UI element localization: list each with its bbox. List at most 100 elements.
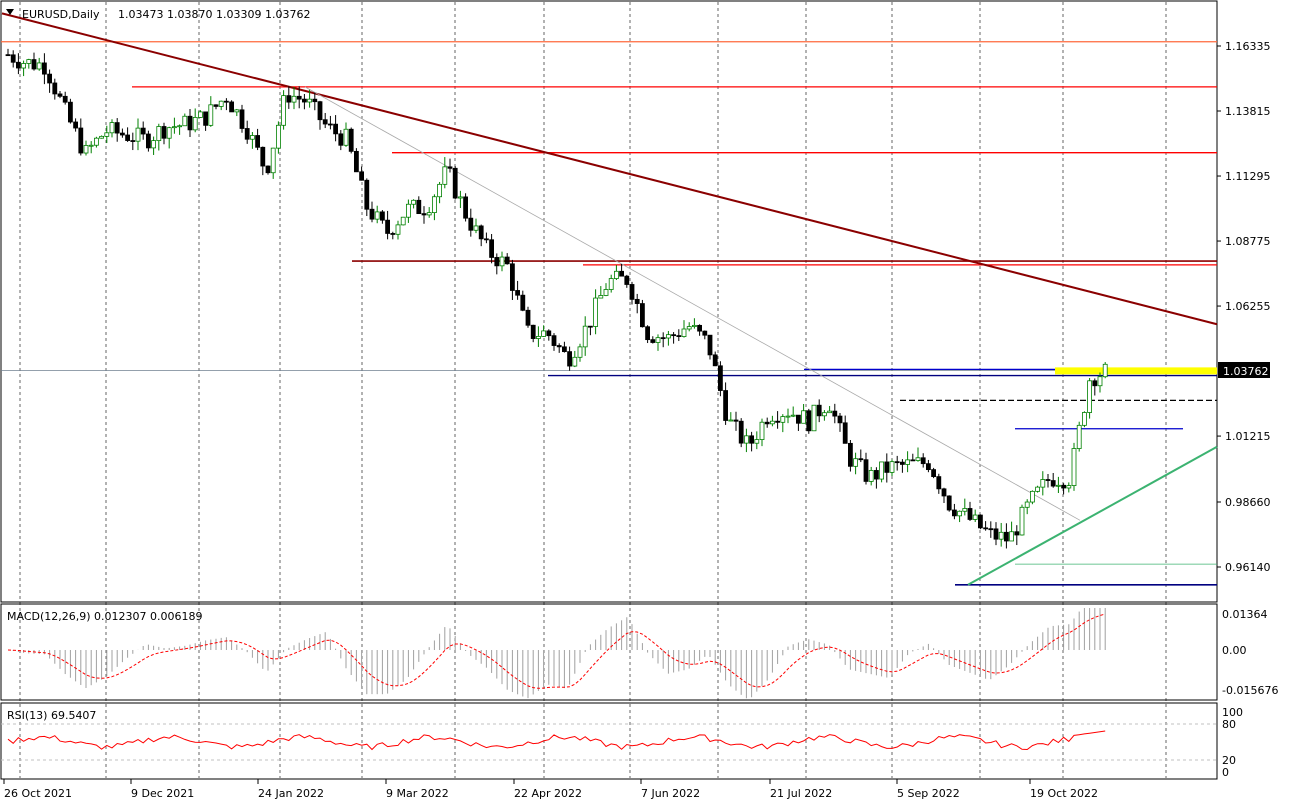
candle-body xyxy=(764,421,770,425)
candle-body xyxy=(265,165,271,174)
candle-body xyxy=(421,213,427,216)
candle-body xyxy=(681,328,687,337)
macd-label: MACD(12,26,9) 0.012307 0.006189 xyxy=(7,610,203,623)
candle-body xyxy=(333,123,339,135)
candlesticks xyxy=(5,48,1108,549)
candle-body xyxy=(811,404,817,432)
candle-body xyxy=(416,199,422,215)
candle-body xyxy=(78,127,84,154)
candle-body xyxy=(463,196,469,219)
candle-body xyxy=(359,171,365,181)
price-pane-frame xyxy=(0,0,1218,603)
candle-body xyxy=(244,128,250,140)
candle-body xyxy=(816,404,822,417)
candle-body xyxy=(520,294,526,311)
candle-body xyxy=(442,166,448,185)
candle-body xyxy=(530,324,536,339)
candle-body xyxy=(780,416,786,423)
candle-body xyxy=(551,335,557,346)
candle-body xyxy=(874,470,879,480)
candle-body xyxy=(390,233,396,235)
dropdown-triangle-icon[interactable] xyxy=(6,9,14,15)
price-tick-label: 1.13815 xyxy=(1225,105,1271,118)
candle-body xyxy=(364,179,370,210)
candle-body xyxy=(1061,484,1066,489)
candle-body xyxy=(863,459,869,482)
candle-body xyxy=(827,410,832,414)
candle-body xyxy=(1045,479,1051,481)
candle-body xyxy=(1050,480,1056,487)
macd-tick-label: -0.015676 xyxy=(1222,684,1278,697)
macd-tick-label: 0.00 xyxy=(1222,644,1247,657)
candle-body xyxy=(671,334,676,337)
candle-body xyxy=(624,275,630,285)
candle-body xyxy=(775,420,780,423)
candle-body xyxy=(1082,412,1087,426)
candle-body xyxy=(733,419,739,422)
candle-body xyxy=(130,140,136,142)
candle-body xyxy=(301,98,307,103)
candle-body xyxy=(666,334,671,339)
candle-body xyxy=(640,303,645,328)
candle-body xyxy=(353,150,359,173)
candle-body xyxy=(182,115,188,127)
candle-body xyxy=(900,461,905,465)
candle-body xyxy=(312,98,318,103)
rsi-tick-label: 20 xyxy=(1222,754,1236,767)
candle-body xyxy=(31,59,37,70)
candle-body xyxy=(744,435,749,444)
ohlc-label: 1.03473 1.03870 1.03309 1.03762 xyxy=(118,8,310,21)
candle-body xyxy=(447,166,453,169)
candle-body xyxy=(603,289,609,296)
candle-body xyxy=(343,128,349,146)
candle-body xyxy=(1019,506,1025,536)
candle-body xyxy=(738,420,744,444)
candle-body xyxy=(291,95,297,103)
candle-body xyxy=(952,509,957,517)
candle-body xyxy=(104,132,110,137)
candle-body xyxy=(26,59,32,64)
rsi-indicator xyxy=(1,723,1217,761)
macd-pane-frame xyxy=(0,603,1218,701)
candle-body xyxy=(759,421,765,440)
candle-body xyxy=(1097,376,1103,387)
current-price-label: 1.03762 xyxy=(1223,365,1269,378)
candle-body xyxy=(99,135,104,139)
candle-body xyxy=(848,442,853,467)
candle-body xyxy=(515,290,520,296)
candle-body xyxy=(348,128,354,152)
candle-body xyxy=(338,133,344,146)
candle-body xyxy=(411,199,417,205)
time-tick-label: 26 Oct 2021 xyxy=(4,787,72,800)
candle-body xyxy=(822,412,827,417)
candle-body xyxy=(1024,501,1030,508)
candle-body xyxy=(629,284,635,300)
candle-body xyxy=(1035,486,1040,492)
candle-body xyxy=(858,458,864,461)
candle-body xyxy=(894,461,900,464)
candle-body xyxy=(915,457,921,461)
price-tick-label: 1.06255 xyxy=(1225,300,1271,313)
candle-body xyxy=(234,109,240,113)
candle-body xyxy=(790,414,796,417)
candle-body xyxy=(197,111,203,118)
candle-body xyxy=(431,196,437,214)
candle-body xyxy=(978,514,983,529)
candle-body xyxy=(562,346,567,353)
candle-body xyxy=(723,390,728,421)
macd-tick-label: 0.01364 xyxy=(1222,608,1268,621)
candle-body xyxy=(1009,531,1014,542)
candle-body xyxy=(109,122,115,134)
candle-body xyxy=(796,414,801,424)
candle-body xyxy=(993,528,999,540)
time-tick-label: 5 Sep 2022 xyxy=(897,787,960,800)
candle-body xyxy=(749,435,754,444)
candle-body xyxy=(608,278,614,290)
candle-body xyxy=(946,495,952,511)
candle-body xyxy=(905,459,910,465)
candle-body xyxy=(15,61,21,69)
candle-body xyxy=(473,225,479,231)
rsi-label: RSI(13) 69.5407 xyxy=(7,709,96,722)
time-tick-label: 7 Jun 2022 xyxy=(641,787,700,800)
